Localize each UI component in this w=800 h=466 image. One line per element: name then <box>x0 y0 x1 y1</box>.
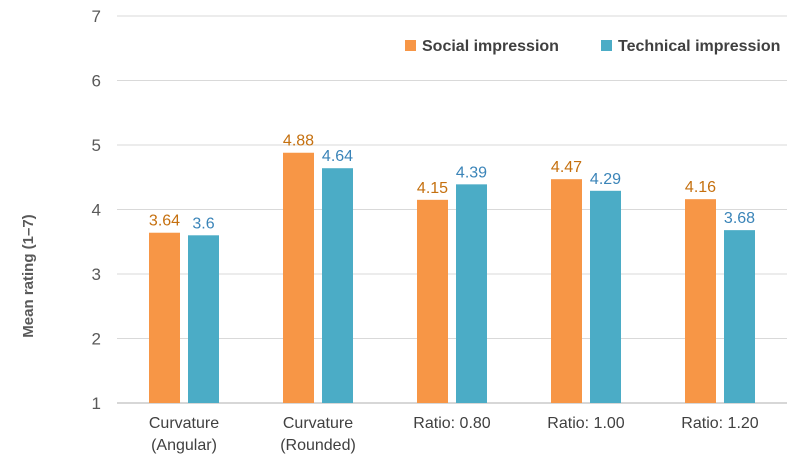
bar-technical <box>322 168 353 403</box>
legend-label: Social impression <box>422 38 559 55</box>
axes: 1 2 3 4 5 6 7 Curvature (Angular) Curvature (Round… <box>92 7 787 454</box>
data-label: 4.16 <box>685 179 716 196</box>
legend-item-social: Social impression <box>405 38 559 55</box>
data-label: 3.64 <box>149 213 180 230</box>
data-label: 4.47 <box>551 159 582 176</box>
legend-swatch <box>601 40 612 51</box>
y-axis-title: Mean rating (1–7) <box>20 214 37 337</box>
data-labels: 3.64 3.6 4.88 4.64 4.15 4.39 4.47 4.29 4.16 3.68 <box>149 133 755 233</box>
data-label: 4.64 <box>322 148 353 165</box>
x-tick-label: Ratio: 1.00 <box>547 415 624 432</box>
legend-item-technical: Technical impression <box>601 38 780 55</box>
data-label: 3.6 <box>192 215 214 232</box>
y-tick-label: 1 <box>92 394 101 413</box>
bar-social <box>149 232 180 403</box>
y-tick-label: 7 <box>92 7 101 26</box>
x-tick-label: Curvature (Angular) <box>149 415 219 454</box>
legend: Social impression Technical impression <box>405 38 780 55</box>
bar-technical <box>188 235 219 403</box>
x-tick-label: Ratio: 0.80 <box>413 415 490 432</box>
y-tick-label: 4 <box>92 201 101 220</box>
bars <box>149 152 755 403</box>
bar-technical <box>590 190 621 403</box>
legend-label: Technical impression <box>618 38 780 55</box>
legend-swatch <box>405 40 416 51</box>
bar-social <box>551 179 582 403</box>
bar-social <box>417 199 448 403</box>
y-tick-label: 3 <box>92 265 101 284</box>
data-label: 4.39 <box>456 164 487 181</box>
y-tick-label: 5 <box>92 136 101 155</box>
y-tick-label: 2 <box>92 330 101 349</box>
data-label: 4.88 <box>283 133 314 150</box>
data-label: 3.68 <box>724 210 755 227</box>
x-tick-label: Ratio: 1.20 <box>681 415 758 432</box>
y-tick-label: 6 <box>92 72 101 91</box>
data-label: 4.15 <box>417 180 448 197</box>
gridlines <box>117 15 787 339</box>
data-label: 4.29 <box>590 171 621 188</box>
bar-social <box>283 152 314 403</box>
bar-social <box>685 199 716 403</box>
bar-technical <box>456 184 487 403</box>
bar-technical <box>724 230 755 403</box>
x-tick-label: Curvature (Rounded) <box>280 415 356 454</box>
